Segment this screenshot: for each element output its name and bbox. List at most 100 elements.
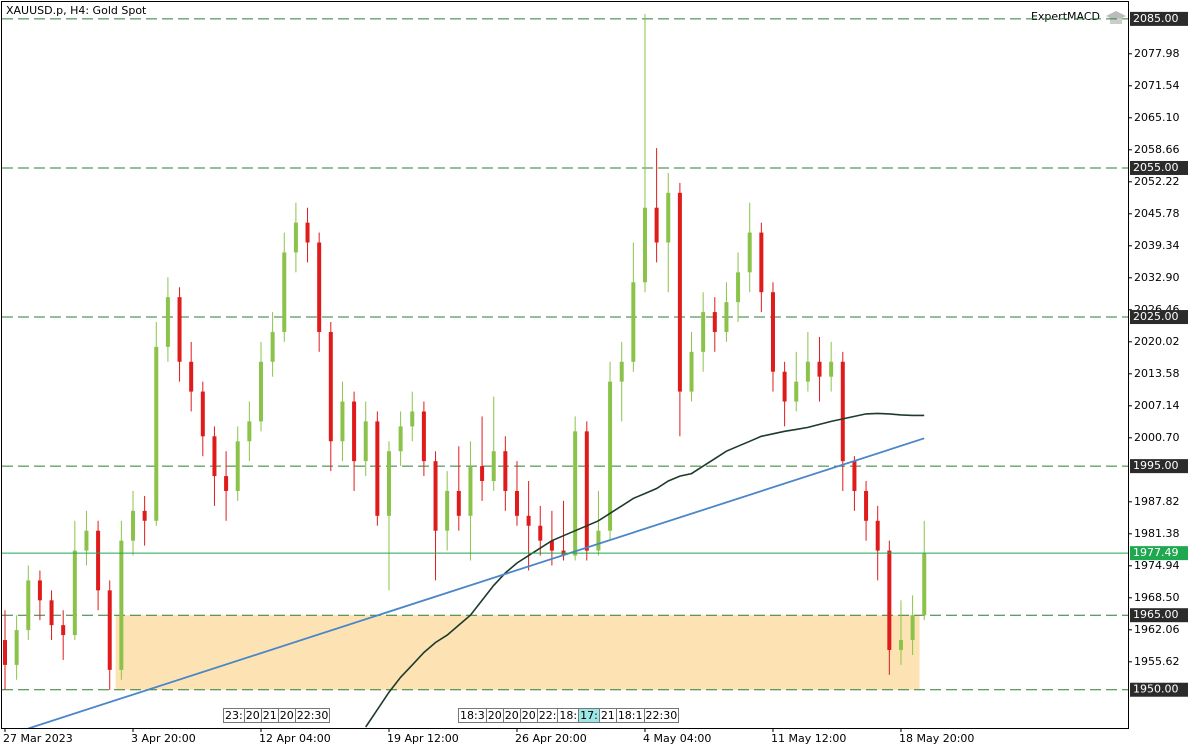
candle-body [84, 530, 89, 551]
y-tick-label: 2071.54 [1134, 79, 1180, 92]
level-label-box [1130, 310, 1188, 325]
candle-body [666, 192, 671, 243]
candle-body [712, 312, 717, 332]
candle-body [72, 550, 77, 636]
candle-body [782, 371, 787, 402]
candle-body [875, 520, 880, 551]
candle-body [352, 401, 357, 462]
y-tick-label: 2065.10 [1134, 111, 1180, 124]
trendline [27, 437, 925, 728]
x-tick-label: 27 Mar 2023 [3, 732, 73, 745]
candle-body [177, 297, 182, 362]
y-tick-label: 1981.38 [1134, 527, 1180, 540]
time-marker: 18:3 [458, 708, 487, 723]
y-tick-label: 2007.14 [1134, 399, 1180, 412]
y-tick-label: 2020.02 [1134, 335, 1180, 348]
candle-body [433, 461, 438, 531]
candle-body [270, 331, 275, 362]
candle-body [619, 361, 624, 382]
time-marker: 20 [243, 708, 262, 723]
time-marker: 20 [277, 708, 296, 723]
candle-body [235, 441, 240, 491]
time-marker: 18:1 [615, 708, 645, 723]
level-label: 2025.00 [1133, 310, 1179, 323]
candle-body [747, 232, 752, 273]
x-tick-label: 26 Apr 20:00 [515, 732, 587, 745]
y-tick-label: 2000.70 [1134, 431, 1180, 444]
candle-body [480, 466, 485, 482]
candle-body [189, 361, 194, 392]
candle-body [770, 292, 775, 372]
candle-body [37, 580, 42, 601]
candle-body [468, 466, 473, 516]
candle-body [398, 426, 403, 452]
current-price-box [1130, 546, 1188, 561]
time-marker: 20 [519, 708, 538, 723]
y-tick-label: 1974.94 [1134, 559, 1180, 572]
candle-body [584, 431, 589, 551]
level-label: 1995.00 [1133, 459, 1179, 472]
y-tick-label: 2052.22 [1134, 175, 1180, 188]
candle-body [154, 346, 159, 521]
zone [115, 615, 920, 690]
candle-body [677, 192, 682, 392]
candle-body [689, 351, 694, 392]
y-tick-label: 2077.98 [1134, 47, 1180, 60]
level-label: 1950.00 [1133, 683, 1179, 696]
candle-body [375, 421, 380, 516]
y-tick-label: 2039.34 [1134, 239, 1180, 252]
candle-body [293, 222, 298, 253]
candle-body [386, 451, 391, 516]
current-price-label: 1977.49 [1133, 546, 1179, 559]
time-marker: 21 [598, 708, 617, 723]
candle-body [642, 207, 647, 283]
candle-body [340, 401, 345, 442]
candle-body [165, 297, 170, 347]
candle-body [864, 490, 869, 521]
candle-body [817, 361, 822, 377]
candle-body [130, 510, 135, 541]
candle-body [3, 640, 7, 665]
candle-body [654, 207, 659, 243]
candle-body [119, 540, 124, 670]
x-tick-label: 12 Apr 04:00 [259, 732, 331, 745]
candle-body [910, 615, 915, 641]
time-marker: 20 [502, 708, 521, 723]
candle-body [421, 411, 426, 462]
time-marker: 21 [260, 708, 279, 723]
time-marker: 22: [536, 708, 559, 723]
x-tick-label: 4 May 04:00 [643, 732, 711, 745]
candle-body [142, 510, 147, 521]
candle-body [328, 331, 333, 442]
indicator-name: ExpertMACD [1031, 10, 1100, 23]
candle-body [573, 431, 578, 556]
time-marker: 18: [557, 708, 580, 723]
candle-body [491, 451, 496, 482]
candle-body [922, 553, 927, 616]
candle-body [794, 381, 799, 402]
candle-body [212, 436, 217, 477]
level-label: 1965.00 [1133, 608, 1179, 621]
x-tick-label: 11 May 12:00 [771, 732, 846, 745]
candle-body [107, 590, 112, 670]
candle-body [224, 476, 229, 491]
time-marker: 23: [223, 708, 245, 723]
candle-body [61, 625, 66, 636]
candle-body [608, 381, 613, 531]
candle-body [724, 302, 729, 332]
time-marker: 22:30 [294, 708, 331, 723]
candle-body [887, 550, 892, 650]
y-tick-label: 2045.78 [1134, 207, 1180, 220]
y-tick-label: 1962.06 [1134, 623, 1180, 636]
candle-body [363, 421, 368, 462]
candle-body [514, 490, 519, 516]
candle-body [14, 630, 19, 665]
candle-body [410, 411, 415, 427]
candle-body [852, 461, 857, 491]
candle-body [898, 640, 903, 650]
y-tick-label: 1955.62 [1134, 655, 1180, 668]
level-label-box [1130, 11, 1188, 26]
candle-body [526, 515, 531, 526]
candle-body [549, 540, 554, 551]
